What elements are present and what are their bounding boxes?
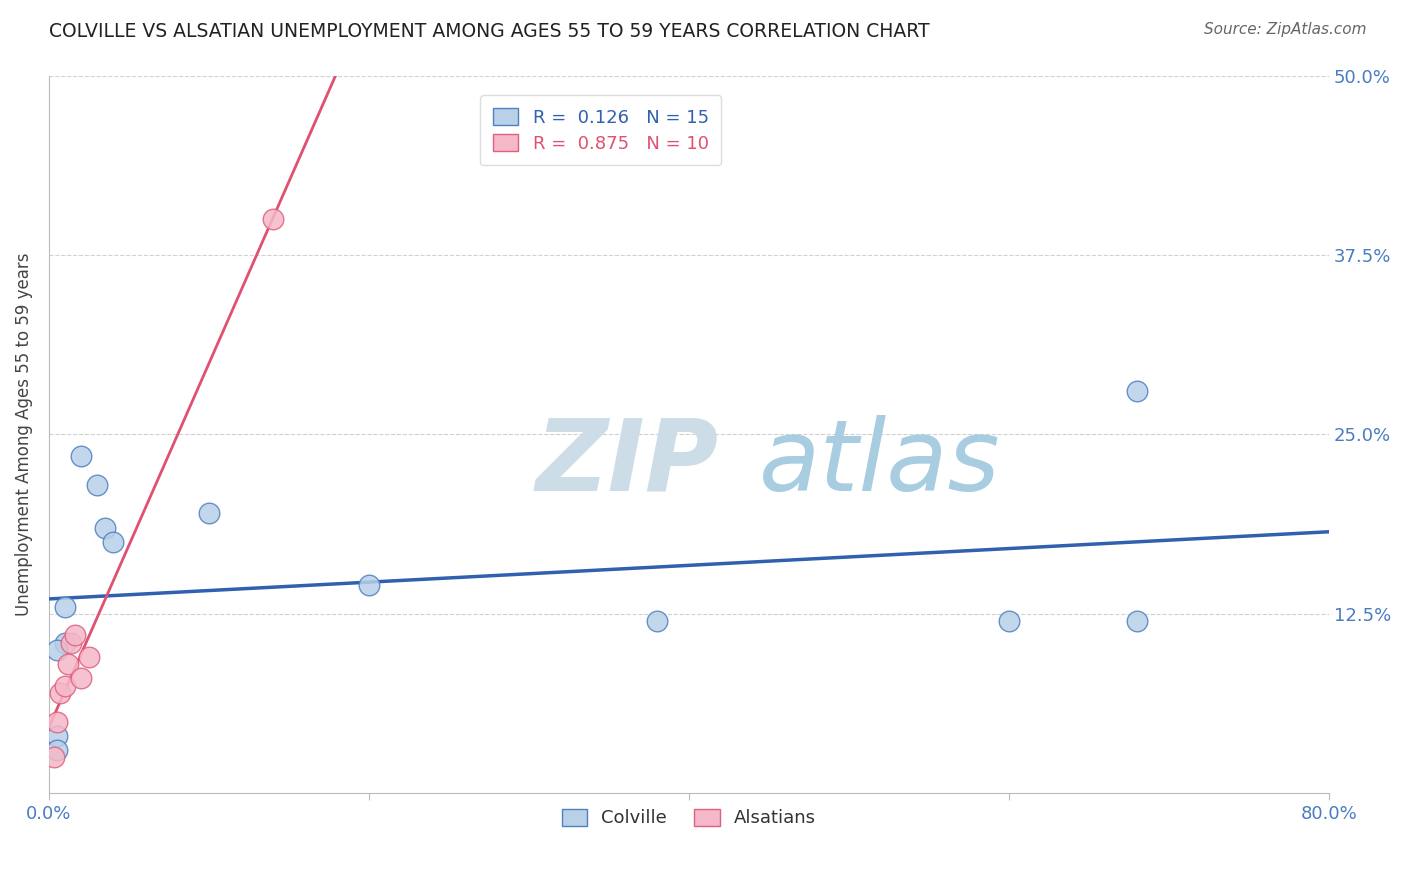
Point <box>70 449 93 463</box>
Point <box>77 650 100 665</box>
Point <box>53 635 76 649</box>
Text: ZIP: ZIP <box>536 415 718 512</box>
Point <box>1126 384 1149 399</box>
Point <box>198 507 221 521</box>
Point <box>262 212 284 227</box>
Point <box>46 714 69 729</box>
Point <box>53 599 76 614</box>
Text: Source: ZipAtlas.com: Source: ZipAtlas.com <box>1204 22 1367 37</box>
Point <box>94 521 117 535</box>
Point <box>1126 614 1149 628</box>
Point <box>46 642 69 657</box>
Point <box>56 657 79 672</box>
Point <box>86 477 108 491</box>
Legend: Colville, Alsatians: Colville, Alsatians <box>554 801 824 835</box>
Point <box>357 578 380 592</box>
Text: COLVILLE VS ALSATIAN UNEMPLOYMENT AMONG AGES 55 TO 59 YEARS CORRELATION CHART: COLVILLE VS ALSATIAN UNEMPLOYMENT AMONG … <box>49 22 929 41</box>
Text: atlas: atlas <box>759 415 1001 512</box>
Point <box>645 614 668 628</box>
Point <box>46 729 69 743</box>
Point <box>46 743 69 757</box>
Point <box>60 635 83 649</box>
Point <box>70 672 93 686</box>
Point <box>42 750 65 764</box>
Point <box>63 628 86 642</box>
Point <box>101 535 124 549</box>
Y-axis label: Unemployment Among Ages 55 to 59 years: Unemployment Among Ages 55 to 59 years <box>15 252 32 616</box>
Point <box>49 686 72 700</box>
Point <box>53 679 76 693</box>
Point <box>998 614 1021 628</box>
